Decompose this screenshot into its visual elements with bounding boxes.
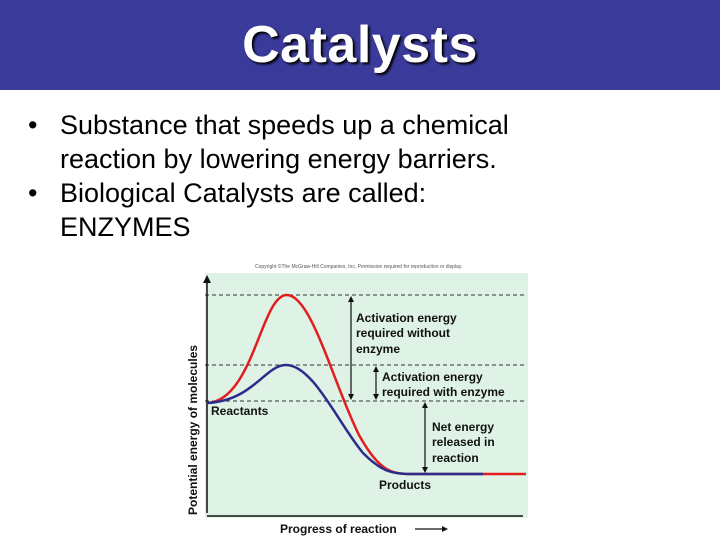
activation-with-line: required with enzyme	[382, 385, 505, 399]
bullet-item: • Substance that speeds up a chemical re…	[28, 108, 708, 176]
bullet-text-line: Biological Catalysts are called:	[60, 178, 427, 208]
y-axis-label: Potential energy of molecules	[186, 345, 200, 515]
diagram-background	[205, 273, 528, 518]
activation-with-label: Activation energy required with enzyme	[382, 370, 505, 399]
activation-without-line: required without	[356, 326, 450, 340]
energy-diagram: Potential energy of molecules Reactants …	[186, 273, 528, 536]
activation-without-label: Activation energy required without enzym…	[356, 311, 460, 356]
bullet-dot: •	[28, 178, 38, 208]
bullet-list: • Substance that speeds up a chemical re…	[28, 108, 708, 244]
net-energy-line: released in	[432, 435, 495, 449]
title-bar: Catalysts	[0, 0, 720, 90]
net-energy-line: Net energy	[432, 420, 494, 434]
bullet-dot: •	[28, 110, 38, 140]
reactants-label: Reactants	[211, 404, 269, 418]
copyright-notice: Copyright ©The McGraw-Hill Companies, In…	[255, 264, 463, 270]
activation-with-line: Activation energy	[382, 370, 483, 384]
activation-without-line: Activation energy	[356, 311, 457, 325]
curve-with-enzyme	[206, 363, 483, 476]
bullet-text-line: Substance that speeds up a chemical	[60, 110, 509, 140]
net-energy-line: reaction	[432, 451, 479, 465]
curve-without-enzyme	[206, 293, 526, 476]
x-axis-label: Progress of reaction	[280, 522, 397, 536]
bullet-item: • Biological Catalysts are called: ENZYM…	[28, 176, 708, 244]
products-label: Products	[379, 478, 431, 492]
bullet-text-line: reaction by lowering energy barriers.	[60, 144, 497, 174]
net-energy-label: Net energy released in reaction	[432, 420, 498, 465]
bullet-text-line: ENZYMES	[60, 212, 191, 242]
slide-title: Catalysts	[242, 16, 478, 74]
activation-without-line: enzyme	[356, 342, 400, 356]
